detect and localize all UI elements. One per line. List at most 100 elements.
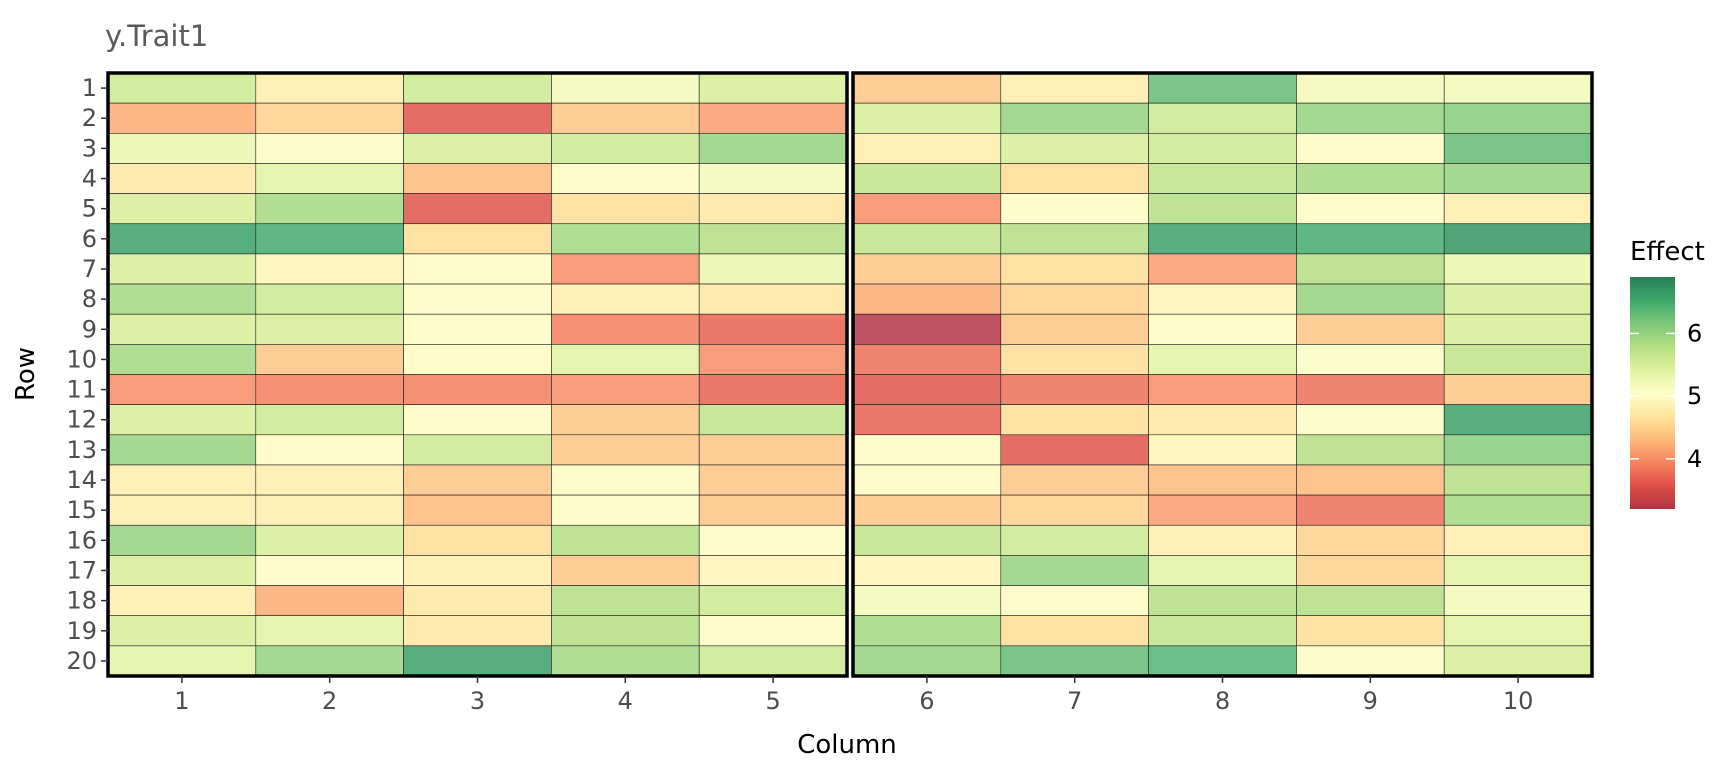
heatmap-cell-r9-c8 [1148,313,1297,345]
heatmap-cell-r7-c10 [1443,253,1593,285]
heatmap-cell-r4-c8 [1148,163,1297,194]
chart-title: y.Trait1 [105,19,208,53]
heatmap-cell-r9-c10 [1443,313,1593,345]
heatmap-cell-r3-c7 [1000,133,1149,164]
heatmap-cell-r10-c4 [551,344,700,375]
heatmap-cell-r11-c6 [852,374,1002,405]
heatmap-cell-r15-c5 [698,494,848,526]
heatmap-cell-r4-c10 [1443,163,1593,194]
heatmap-cell-r20-c8 [1148,645,1297,677]
heatmap-cell-r15-c4 [551,494,700,526]
x-axis-title: Column [797,730,897,760]
heatmap-cell-r8-c5 [698,283,848,315]
heatmap-cell-r1-c5 [698,72,848,104]
heatmap-cell-r3-c1 [107,133,257,164]
heatmap-cell-r11-c2 [255,374,404,405]
x-tick-label-4: 4 [618,687,633,715]
heatmap-cell-r3-c4 [551,133,700,164]
heatmap-cell-r4-c5 [698,163,848,194]
y-axis-title: Row [11,347,41,401]
heatmap-cell-r17-c4 [551,555,700,586]
y-tick-label-19: 19 [66,617,97,645]
heatmap-cell-r19-c10 [1443,615,1593,647]
y-tick-label-15: 15 [66,496,97,524]
heatmap-cell-r4-c9 [1296,163,1445,194]
heatmap-cell-r7-c5 [698,253,848,285]
y-tick-label-17: 17 [66,556,97,584]
heatmap-cell-r9-c6 [852,313,1002,345]
heatmap-cell-r9-c9 [1296,313,1445,345]
heatmap-cell-r15-c2 [255,494,404,526]
heatmap-cell-r6-c6 [852,223,1002,255]
heatmap-cell-r8-c6 [852,283,1002,315]
heatmap-cell-r13-c1 [107,434,257,466]
heatmap-cell-r18-c3 [403,585,552,616]
heatmap-cell-r1-c10 [1443,72,1593,104]
heatmap-cell-r18-c4 [551,585,700,616]
heatmap-cell-r6-c7 [1000,223,1149,255]
heatmap-cell-r20-c5 [698,645,848,677]
heatmap-cell-r20-c1 [107,645,257,677]
heatmap-cell-r6-c5 [698,223,848,255]
heatmap-cell-r7-c4 [551,253,700,285]
heatmap-cell-r2-c1 [107,102,257,134]
y-tick-label-16: 16 [66,526,97,554]
heatmap-cell-r2-c9 [1296,102,1445,134]
y-tick-label-12: 12 [66,406,97,434]
heatmap-cell-r2-c2 [255,102,404,134]
heatmap-cell-r20-c9 [1296,645,1445,677]
heatmap-cell-r12-c6 [852,404,1002,436]
heatmap-cell-r3-c6 [852,133,1002,164]
heatmap-cell-r13-c9 [1296,434,1445,466]
heatmap-cell-r1-c8 [1148,72,1297,104]
heatmap-cell-r12-c9 [1296,404,1445,436]
heatmap-cell-r4-c1 [107,163,257,194]
heatmap-cell-r1-c4 [551,72,700,104]
heatmap-cell-r13-c10 [1443,434,1593,466]
heatmap-cell-r1-c1 [107,72,257,104]
heatmap-cell-r16-c10 [1443,524,1593,556]
heatmap-cell-r5-c3 [403,193,552,225]
heatmap-cell-r3-c2 [255,133,404,164]
heatmap-cell-r3-c10 [1443,133,1593,164]
heatmap-cell-r11-c9 [1296,374,1445,405]
heatmap-cell-r12-c2 [255,404,404,436]
heatmap-cell-r19-c2 [255,615,404,647]
heatmap-cell-r18-c6 [852,585,1002,616]
heatmap-cell-r6-c4 [551,223,700,255]
x-tick-label-3: 3 [470,687,485,715]
heatmap-cell-r20-c10 [1443,645,1593,677]
heatmap-cell-r7-c6 [852,253,1002,285]
heatmap-cell-r9-c1 [107,313,257,345]
heatmap-cell-r20-c7 [1000,645,1149,677]
heatmap-cell-r8-c10 [1443,283,1593,315]
heatmap-cell-r20-c6 [852,645,1002,677]
heatmap-cell-r10-c5 [698,344,848,375]
y-tick-label-13: 13 [66,436,97,464]
heatmap-cell-r12-c1 [107,404,257,436]
heatmap-cell-r19-c9 [1296,615,1445,647]
heatmap-cell-r8-c9 [1296,283,1445,315]
heatmap-cell-r10-c8 [1148,344,1297,375]
heatmap-cell-r15-c8 [1148,494,1297,526]
heatmap-cell-r5-c9 [1296,193,1445,225]
heatmap-cell-r11-c10 [1443,374,1593,405]
y-tick-label-18: 18 [66,587,97,615]
heatmap-cell-r15-c9 [1296,494,1445,526]
heatmap-cell-r5-c6 [852,193,1002,225]
heatmap-cell-r10-c9 [1296,344,1445,375]
legend-ticks: 4 5 6 [1630,319,1702,473]
x-tick-label-8: 8 [1215,687,1230,715]
y-tick-label-14: 14 [66,466,97,494]
heatmap-cell-r14-c1 [107,464,257,496]
y-tick-label-5: 5 [82,195,97,223]
heatmap-cell-r20-c4 [551,645,700,677]
heatmap-cell-r9-c4 [551,313,700,345]
heatmap-cell-r8-c4 [551,283,700,315]
heatmap-cell-r11-c5 [698,374,848,405]
heatmap-cell-r3-c8 [1148,133,1297,164]
heatmap-cell-r10-c3 [403,344,552,375]
heatmap-cell-r2-c10 [1443,102,1593,134]
